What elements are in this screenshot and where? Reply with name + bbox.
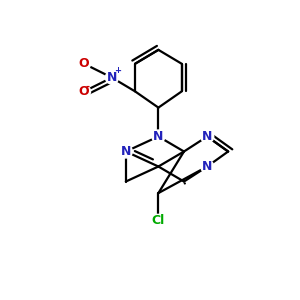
Circle shape (201, 130, 214, 143)
Circle shape (152, 214, 165, 227)
Circle shape (201, 160, 214, 173)
Circle shape (105, 71, 119, 84)
Text: N: N (202, 130, 212, 143)
Text: N: N (107, 71, 117, 84)
Text: O: O (79, 57, 89, 70)
Text: N: N (202, 160, 212, 173)
Text: Cl: Cl (152, 214, 165, 227)
Text: +: + (114, 66, 121, 75)
Text: N: N (121, 145, 131, 158)
Text: -: - (85, 82, 89, 92)
Circle shape (77, 85, 91, 98)
Circle shape (77, 57, 91, 70)
Text: N: N (153, 130, 164, 143)
Circle shape (152, 130, 165, 143)
Text: O: O (79, 85, 89, 98)
Circle shape (119, 145, 132, 158)
